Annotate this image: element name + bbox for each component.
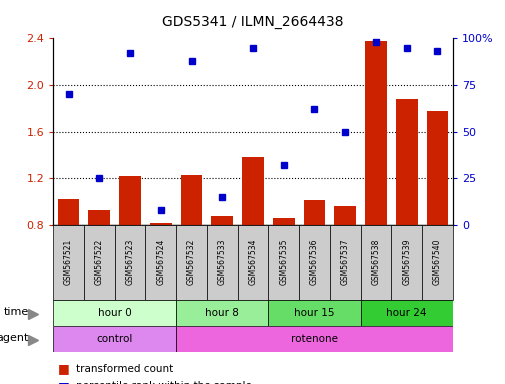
- Text: agent: agent: [0, 333, 29, 343]
- Text: hour 0: hour 0: [97, 308, 131, 318]
- Bar: [273, 218, 294, 225]
- Bar: [145, 225, 176, 300]
- Bar: [395, 99, 417, 225]
- Bar: [334, 206, 356, 225]
- Bar: [268, 300, 360, 326]
- Bar: [360, 225, 390, 300]
- Text: GDS5341 / ILMN_2664438: GDS5341 / ILMN_2664438: [162, 15, 343, 29]
- Text: ■: ■: [58, 380, 70, 384]
- Bar: [149, 223, 171, 225]
- Bar: [84, 225, 115, 300]
- Bar: [180, 175, 202, 225]
- Bar: [268, 225, 298, 300]
- Bar: [329, 225, 360, 300]
- Text: GSM567532: GSM567532: [187, 239, 195, 285]
- Bar: [207, 225, 237, 300]
- Text: ■: ■: [58, 362, 70, 376]
- Bar: [242, 157, 263, 225]
- Bar: [237, 225, 268, 300]
- Bar: [53, 326, 176, 352]
- Text: GSM567538: GSM567538: [371, 239, 380, 285]
- Bar: [421, 225, 452, 300]
- Bar: [53, 225, 84, 300]
- Bar: [115, 225, 145, 300]
- Text: GSM567523: GSM567523: [125, 239, 134, 285]
- Bar: [298, 225, 329, 300]
- Text: hour 8: hour 8: [205, 308, 239, 318]
- Bar: [88, 210, 110, 225]
- Bar: [176, 300, 268, 326]
- Text: GSM567524: GSM567524: [156, 239, 165, 285]
- Text: GSM567536: GSM567536: [310, 239, 318, 285]
- Bar: [58, 199, 79, 225]
- Text: GSM567537: GSM567537: [340, 239, 349, 285]
- Text: GSM567522: GSM567522: [94, 239, 104, 285]
- Text: control: control: [96, 334, 132, 344]
- Bar: [176, 225, 207, 300]
- Bar: [119, 176, 140, 225]
- Text: GSM567533: GSM567533: [217, 239, 226, 285]
- Bar: [365, 41, 386, 225]
- Text: GSM567534: GSM567534: [248, 239, 257, 285]
- Bar: [176, 326, 452, 352]
- Bar: [360, 300, 452, 326]
- Text: GSM567535: GSM567535: [279, 239, 288, 285]
- Text: time: time: [4, 307, 29, 317]
- Text: hour 24: hour 24: [386, 308, 426, 318]
- Bar: [426, 111, 447, 225]
- Bar: [390, 225, 421, 300]
- Text: rotenone: rotenone: [290, 334, 337, 344]
- Text: hour 15: hour 15: [294, 308, 334, 318]
- Text: GSM567521: GSM567521: [64, 239, 73, 285]
- Bar: [211, 217, 233, 225]
- Bar: [53, 300, 176, 326]
- Text: transformed count: transformed count: [76, 364, 173, 374]
- Text: GSM567539: GSM567539: [401, 239, 411, 285]
- Text: GSM567540: GSM567540: [432, 239, 441, 285]
- Text: percentile rank within the sample: percentile rank within the sample: [76, 381, 251, 384]
- Bar: [303, 200, 325, 225]
